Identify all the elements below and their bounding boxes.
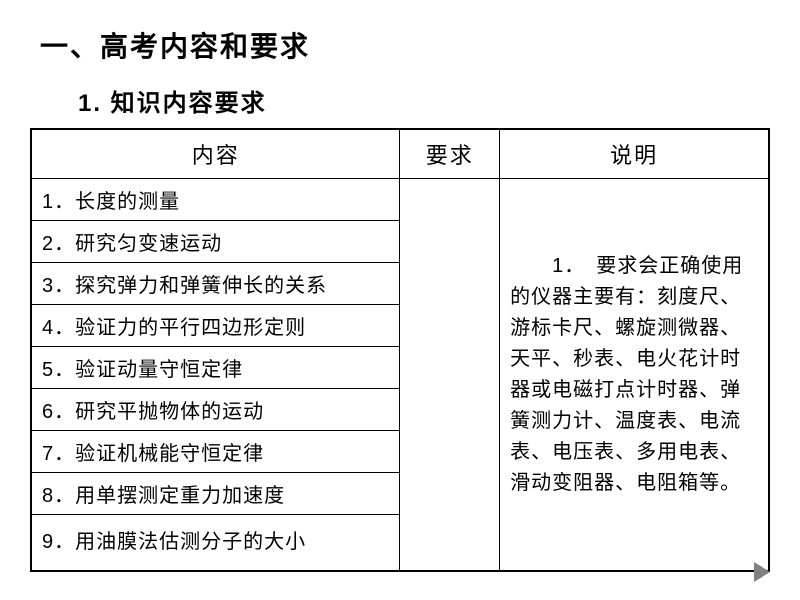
content-cell: 3．探究弹力和弹簧伸长的关系 <box>31 263 400 305</box>
content-cell: 2．研究匀变速运动 <box>31 221 400 263</box>
content-cell: 8．用单摆测定重力加速度 <box>31 473 400 515</box>
content-cell: 1．长度的测量 <box>31 179 400 221</box>
content-cell: 4．验证力的平行四边形定则 <box>31 305 400 347</box>
header-content: 内容 <box>31 129 400 179</box>
table-header-row: 内容 要求 说明 <box>31 129 769 179</box>
description-cell: 1． 要求会正确使用的仪器主要有：刻度尺、游标卡尺、螺旋测微器、天平、秒表、电火… <box>500 179 769 572</box>
header-description: 说明 <box>500 129 769 179</box>
content-cell: 7．验证机械能守恒定律 <box>31 431 400 473</box>
content-table: 内容 要求 说明 1．长度的测量 1． 要求会正确使用的仪器主要有：刻度尺、游标… <box>30 128 770 572</box>
content-cell: 6．研究平抛物体的运动 <box>31 389 400 431</box>
main-heading: 一、高考内容和要求 <box>40 25 770 65</box>
header-requirement: 要求 <box>400 129 500 179</box>
next-arrow-icon[interactable] <box>754 562 770 582</box>
content-cell: 5．验证动量守恒定律 <box>31 347 400 389</box>
table-row: 1．长度的测量 1． 要求会正确使用的仪器主要有：刻度尺、游标卡尺、螺旋测微器、… <box>31 179 769 221</box>
content-cell: 9．用油膜法估测分子的大小 <box>31 515 400 572</box>
sub-heading: 1. 知识内容要求 <box>78 83 770 118</box>
requirement-cell <box>400 179 500 572</box>
